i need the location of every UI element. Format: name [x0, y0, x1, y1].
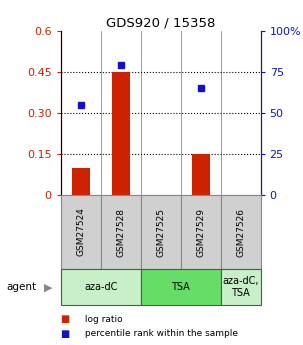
Bar	[112, 72, 130, 195]
Bar	[61, 269, 141, 305]
Text: aza-dC,
TSA: aza-dC, TSA	[222, 276, 259, 298]
Text: agent: agent	[6, 282, 36, 292]
Bar	[61, 195, 101, 269]
Text: log ratio: log ratio	[82, 315, 122, 324]
Text: percentile rank within the sample: percentile rank within the sample	[82, 329, 238, 338]
Bar	[181, 195, 221, 269]
Text: ■: ■	[61, 329, 70, 338]
Bar	[141, 195, 181, 269]
Bar	[191, 154, 210, 195]
Title: GDS920 / 15358: GDS920 / 15358	[106, 17, 215, 30]
Bar	[101, 195, 141, 269]
Bar	[72, 168, 90, 195]
Bar	[221, 269, 261, 305]
Text: GSM27524: GSM27524	[76, 208, 85, 256]
Text: GSM27526: GSM27526	[236, 207, 245, 257]
Text: aza-dC: aza-dC	[84, 282, 117, 292]
Text: GSM27529: GSM27529	[196, 207, 205, 257]
Bar	[221, 195, 261, 269]
Text: ▶: ▶	[44, 282, 52, 292]
Text: ■: ■	[61, 314, 70, 324]
Text: GSM27528: GSM27528	[116, 207, 125, 257]
Text: TSA: TSA	[171, 282, 190, 292]
Text: GSM27525: GSM27525	[156, 207, 165, 257]
Bar	[141, 269, 221, 305]
